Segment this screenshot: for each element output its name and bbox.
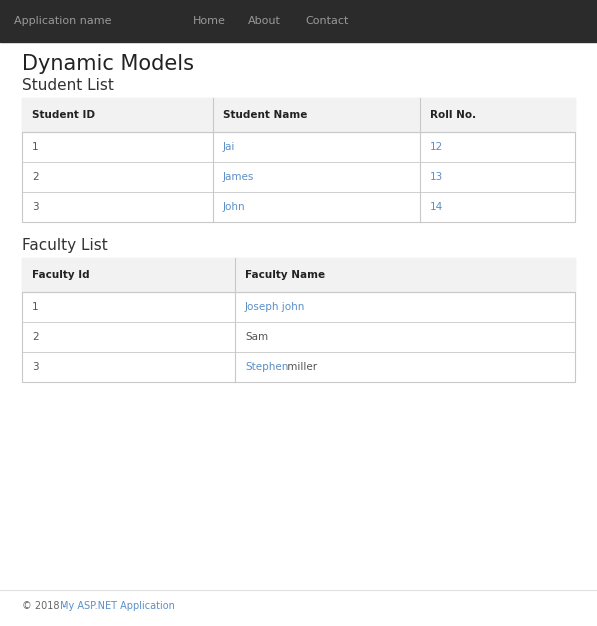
- Text: 13: 13: [430, 172, 444, 182]
- Bar: [22, 98, 575, 222]
- Text: Faculty Name: Faculty Name: [245, 270, 325, 280]
- Bar: [22, 98, 575, 132]
- Text: 2: 2: [32, 172, 39, 182]
- Text: Sam: Sam: [245, 332, 268, 342]
- Text: Dynamic Models: Dynamic Models: [22, 54, 194, 74]
- Text: My ASP.NET Application: My ASP.NET Application: [60, 601, 175, 611]
- Text: Faculty Id: Faculty Id: [32, 270, 90, 280]
- Text: 3: 3: [32, 202, 39, 212]
- Bar: [22, 258, 575, 382]
- Text: Application name: Application name: [14, 16, 112, 26]
- Bar: [0, 0, 597, 42]
- Text: Stephen: Stephen: [245, 362, 288, 372]
- Text: 14: 14: [430, 202, 444, 212]
- Text: 12: 12: [430, 142, 444, 152]
- Text: James: James: [223, 172, 254, 182]
- Text: 1: 1: [32, 142, 39, 152]
- Text: Joseph john: Joseph john: [245, 302, 305, 312]
- Text: Roll No.: Roll No.: [430, 110, 476, 120]
- Text: About: About: [248, 16, 281, 26]
- Text: Faculty List: Faculty List: [22, 238, 107, 253]
- Bar: [22, 258, 575, 292]
- Text: Home: Home: [193, 16, 226, 26]
- Text: 3: 3: [32, 362, 39, 372]
- Text: Student List: Student List: [22, 78, 114, 93]
- Text: Contact: Contact: [305, 16, 349, 26]
- Text: Student Name: Student Name: [223, 110, 307, 120]
- Text: John: John: [223, 202, 245, 212]
- Text: Jai: Jai: [223, 142, 235, 152]
- Text: © 2018 -: © 2018 -: [22, 601, 69, 611]
- Text: Student ID: Student ID: [32, 110, 95, 120]
- Text: 1: 1: [32, 302, 39, 312]
- Text: 2: 2: [32, 332, 39, 342]
- Text: miller: miller: [284, 362, 317, 372]
